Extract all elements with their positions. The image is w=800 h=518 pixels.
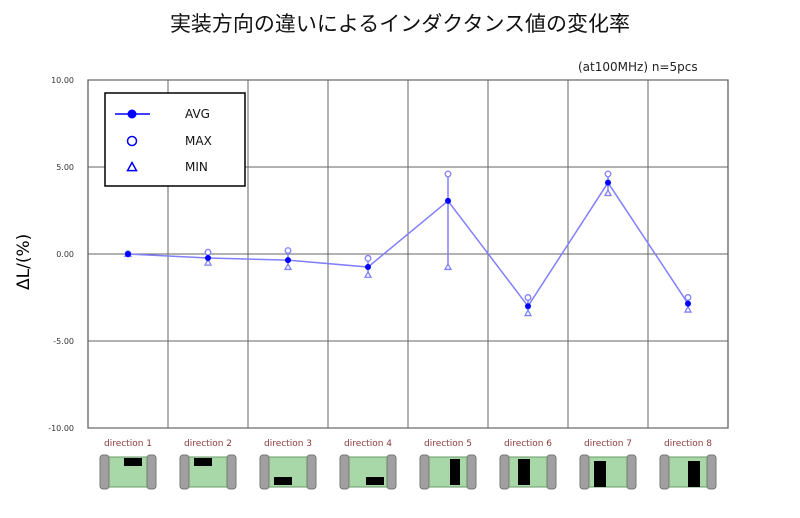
chip-end-left: [499, 454, 510, 490]
chip-end-right: [146, 454, 157, 490]
chip-end-left: [179, 454, 190, 490]
avg-point: [285, 257, 291, 264]
y-tick-label: 10.00: [51, 76, 74, 85]
chip-orientation-icon: [419, 454, 477, 490]
legend: AVG MAX MIN: [104, 92, 246, 187]
chip-body: [185, 456, 231, 488]
chip-end-right: [546, 454, 557, 490]
max-point: [204, 248, 212, 256]
x-category-label: direction 4: [344, 439, 392, 449]
chip-coil-mark: [450, 459, 460, 485]
chip-orientation-icon: [259, 454, 317, 490]
legend-avg-marker: [127, 109, 137, 119]
x-category-label: direction 8: [664, 439, 712, 449]
chip-orientation-icon: [579, 454, 637, 490]
x-category-label: direction 7: [584, 439, 632, 449]
chip-orientation-icon: [99, 454, 157, 490]
chip-end-left: [99, 454, 110, 490]
min-point: [363, 270, 373, 278]
max-point: [284, 247, 292, 254]
max-point: [684, 294, 692, 301]
min-point: [443, 262, 453, 271]
legend-label: MAX: [185, 134, 212, 148]
chart-subtitle: (at100MHz) n=5pcs: [578, 60, 698, 74]
legend-min-marker: [126, 160, 138, 172]
chip-coil-mark: [274, 477, 292, 485]
chip-orientation-icon: [179, 454, 237, 490]
max-point: [444, 170, 452, 178]
avg-point: [365, 264, 371, 271]
avg-point: [445, 197, 451, 204]
avg-point: [685, 300, 691, 307]
chip-body: [585, 456, 631, 488]
chip-body: [425, 456, 471, 488]
y-tick-label: -10.00: [48, 424, 74, 433]
y-tick-label: -5.00: [53, 337, 74, 346]
chip-orientation-icon: [499, 454, 557, 490]
chip-coil-mark: [366, 477, 384, 485]
chip-end-right: [226, 454, 237, 490]
x-category-label: direction 5: [424, 439, 472, 449]
chip-coil-mark: [594, 461, 606, 487]
max-point: [604, 170, 612, 178]
min-point: [523, 308, 533, 317]
min-point: [603, 188, 613, 197]
chip-end-left: [659, 454, 670, 490]
legend-label: MIN: [185, 160, 208, 174]
max-point: [364, 254, 372, 262]
avg-point: [125, 251, 131, 257]
x-category-label: direction 6: [504, 439, 552, 449]
x-category-label: direction 3: [264, 439, 312, 449]
chip-end-left: [419, 454, 430, 490]
chip-end-right: [466, 454, 477, 490]
max-point: [524, 294, 532, 301]
chip-end-right: [706, 454, 717, 490]
avg-point: [205, 255, 211, 262]
chip-end-right: [626, 454, 637, 490]
legend-box: [104, 92, 246, 187]
chip-end-right: [386, 454, 397, 490]
x-category-label: direction 2: [184, 439, 232, 449]
min-point: [683, 305, 693, 313]
chip-end-left: [339, 454, 350, 490]
chip-orientation-icon: [659, 454, 717, 490]
chip-end-left: [259, 454, 270, 490]
chip-coil-mark: [518, 459, 530, 485]
avg-series-line: [127, 181, 689, 308]
chart-title: 実装方向の違いによるインダクタンス値の変化率: [169, 12, 631, 36]
chip-coil-mark: [688, 461, 700, 487]
chip-end-left: [579, 454, 590, 490]
min-point: [203, 258, 213, 266]
avg-point: [605, 179, 611, 186]
x-category-label: direction 1: [104, 439, 152, 449]
avg-point: [525, 303, 531, 310]
chip-end-right: [306, 454, 317, 490]
y-tick-label: 0.00: [56, 250, 74, 259]
legend-max-marker: [126, 135, 138, 147]
chip-orientation-icon: [339, 454, 397, 490]
min-point: [283, 262, 293, 271]
chip-coil-mark: [124, 458, 142, 466]
legend-label: AVG: [185, 107, 210, 121]
y-tick-label: 5.00: [56, 163, 74, 172]
chip-coil-mark: [194, 458, 212, 466]
